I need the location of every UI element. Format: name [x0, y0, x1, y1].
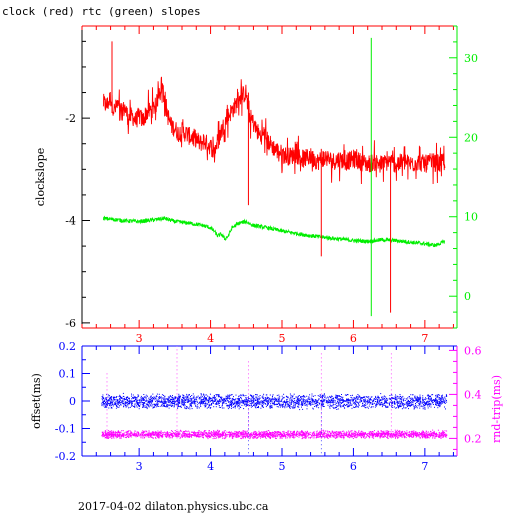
series-blue-points: [101, 393, 447, 410]
x-tick-label: 6: [350, 460, 357, 473]
x-tick-label: 7: [421, 332, 428, 345]
y-tick-label-left: 0: [69, 395, 76, 408]
x-tick-label: 4: [207, 332, 214, 345]
series-magenta-points: [101, 430, 447, 440]
x-tick-label: 7: [421, 460, 428, 473]
series-red-line: [103, 77, 445, 184]
footer-label: 2017-04-02 dilaton.physics.ubc.ca: [78, 500, 269, 513]
y-tick-label-left: 0.2: [59, 340, 77, 353]
y-tick-label-right: 10: [464, 211, 478, 224]
y-tick-label-right: 20: [464, 131, 478, 144]
y-tick-label-left: 0.1: [59, 368, 77, 381]
y-axis-label-right: rnd-trip(ms): [490, 375, 503, 443]
y-tick-label-right: 0: [464, 290, 471, 303]
x-tick-label: 4: [207, 460, 214, 473]
y-axis-label-left: clockslope: [34, 148, 47, 206]
x-tick-label: 6: [350, 332, 357, 345]
y-tick-label-left: -0.2: [55, 450, 76, 463]
series-green-line: [103, 217, 445, 247]
x-tick-label: 3: [136, 332, 143, 345]
x-tick-label: 5: [279, 332, 286, 345]
x-tick-label: 3: [136, 460, 143, 473]
y-tick-label-right: 0.2: [464, 432, 482, 445]
y-tick-label-left: -4: [65, 215, 76, 228]
y-axis-label-left: offset(ms): [30, 373, 43, 429]
y-tick-label-right: 0.4: [464, 388, 482, 401]
y-tick-label-right: 30: [464, 52, 478, 65]
y-tick-label-left: -0.1: [55, 423, 76, 436]
x-tick-label: 5: [279, 460, 286, 473]
y-tick-label-right: 0.6: [464, 344, 482, 357]
y-tick-label-left: -6: [65, 317, 76, 330]
chart-title: clock (red) rtc (green) slopes: [2, 5, 201, 18]
y-tick-label-left: -2: [65, 112, 76, 125]
